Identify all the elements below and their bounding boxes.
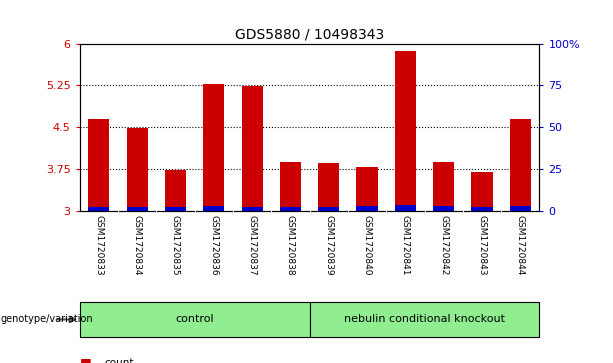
Bar <box>88 207 109 211</box>
Text: nebulin conditional knockout: nebulin conditional knockout <box>344 314 505 325</box>
Text: GSM1720841: GSM1720841 <box>401 215 410 276</box>
Bar <box>242 207 262 211</box>
Text: count: count <box>104 358 134 363</box>
Bar <box>433 206 454 211</box>
Text: GSM1720836: GSM1720836 <box>209 215 218 276</box>
Bar <box>280 207 301 211</box>
Bar <box>318 207 339 211</box>
Bar <box>165 207 186 211</box>
Bar <box>471 207 492 211</box>
Text: ■: ■ <box>80 356 91 363</box>
Text: GSM1720838: GSM1720838 <box>286 215 295 276</box>
Text: GSM1720844: GSM1720844 <box>516 215 525 276</box>
Bar <box>318 163 339 211</box>
Text: GSM1720840: GSM1720840 <box>362 215 371 276</box>
Bar <box>357 206 378 211</box>
Text: GSM1720834: GSM1720834 <box>132 215 142 276</box>
Text: GSM1720833: GSM1720833 <box>94 215 104 276</box>
Bar <box>395 51 416 211</box>
Bar <box>280 162 301 211</box>
Bar <box>127 128 148 211</box>
Bar <box>204 84 224 211</box>
Bar <box>357 167 378 211</box>
Bar <box>242 86 262 211</box>
Text: control: control <box>175 314 214 325</box>
Text: GSM1720835: GSM1720835 <box>171 215 180 276</box>
Bar <box>204 206 224 211</box>
Text: GSM1720842: GSM1720842 <box>439 215 448 276</box>
Title: GDS5880 / 10498343: GDS5880 / 10498343 <box>235 27 384 41</box>
Bar <box>80 302 310 337</box>
Bar <box>510 206 531 211</box>
Bar <box>471 172 492 211</box>
Bar <box>88 119 109 211</box>
Bar <box>165 171 186 211</box>
Text: GSM1720837: GSM1720837 <box>248 215 257 276</box>
Text: genotype/variation: genotype/variation <box>1 314 93 325</box>
Text: GSM1720839: GSM1720839 <box>324 215 333 276</box>
Bar <box>433 162 454 211</box>
Bar <box>395 205 416 211</box>
Bar <box>510 119 531 211</box>
Bar <box>127 207 148 211</box>
Text: GSM1720843: GSM1720843 <box>478 215 487 276</box>
Bar <box>310 302 539 337</box>
